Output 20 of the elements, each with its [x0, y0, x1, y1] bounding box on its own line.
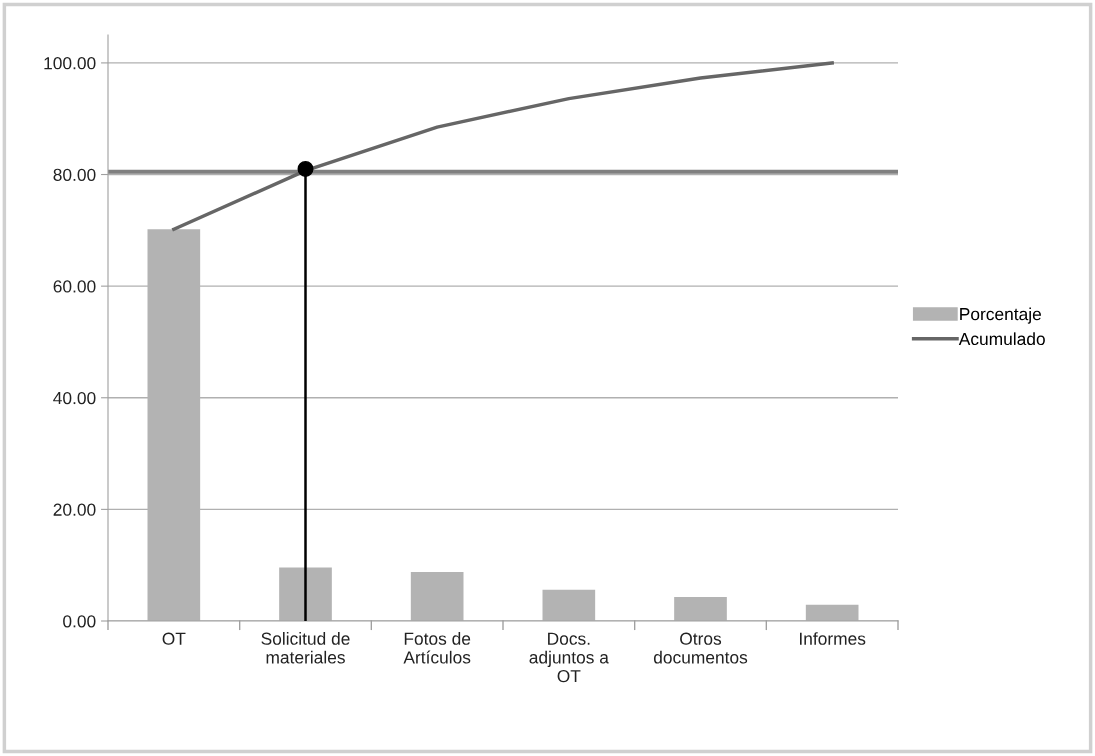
x-tick-label: Solicitud de materiales	[261, 632, 350, 664]
bar	[674, 597, 727, 621]
y-tick-label: 0.00	[63, 615, 96, 628]
y-tick-label: 80.00	[53, 168, 96, 181]
bar	[542, 589, 596, 621]
x-tick-label: Docs. adjuntos a OT	[529, 632, 609, 683]
x-tick-label: Otros documentos	[653, 632, 748, 664]
legend-label: Porcentaje	[960, 307, 1041, 324]
line-series	[172, 61, 834, 231]
y-tick-label: 20.00	[53, 503, 96, 516]
x-tick-label: Informes	[800, 632, 866, 645]
bar	[805, 604, 859, 621]
x-tick-label: Fotos de Artículos	[403, 632, 471, 664]
y-tick-label: 60.00	[53, 280, 96, 293]
y-tick-label: 40.00	[53, 391, 96, 405]
bar	[410, 571, 464, 621]
y-tick-label: 100.00	[44, 57, 96, 70]
bar	[279, 567, 332, 621]
legend-label: Acumulado	[958, 332, 1045, 346]
x-tick-label: OT	[162, 632, 186, 645]
